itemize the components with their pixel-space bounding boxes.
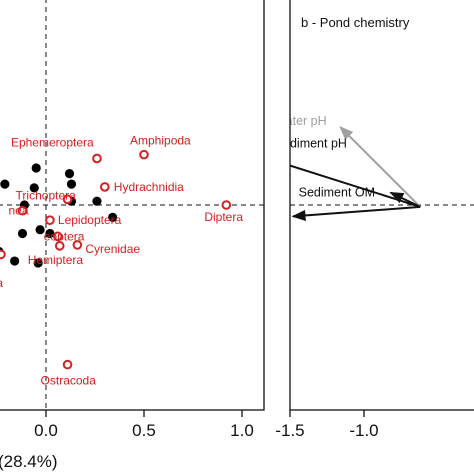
taxon-point-ephemeroptera	[92, 153, 102, 164]
taxon-label-amphipoda: Amphipoda	[130, 134, 191, 148]
site-point-1	[31, 163, 41, 173]
taxon-point-lepidoptera	[45, 215, 55, 225]
vector-arrow-water-ph	[339, 126, 421, 208]
panel-b-title: b - Pond chemistry	[301, 15, 410, 30]
taxon-label-hydrachnidia: Hydrachnidia	[114, 180, 184, 194]
panel-a-x-axis-label: (28.4%)	[0, 452, 58, 471]
site-point-11	[17, 228, 28, 239]
vector-arrow-soil-ph	[291, 205, 421, 222]
site-point-8	[108, 212, 118, 222]
site-point-13	[10, 256, 20, 266]
taxon-label-eoptera: eoptera	[44, 229, 85, 243]
panel-a-plot-area: Amphipoda Ephemeroptera Hydrachnidia Tricho…	[0, 0, 264, 410]
taxon-label-ephemeroptera: Ephemeroptera	[11, 135, 94, 149]
taxon-label-hemiptera: Hemiptera	[28, 253, 84, 267]
panel-a-ordination: Amphipoda Ephemeroptera Hydrachnidia Tricho…	[0, 0, 265, 471]
site-point-15	[0, 179, 10, 189]
taxon-point-nea	[17, 205, 28, 216]
site-point-6	[92, 196, 102, 206]
panel-a-frame	[0, 0, 265, 411]
taxon-label-cyrenidae: Cyrenidae	[85, 242, 140, 256]
site-point-10	[45, 228, 55, 239]
taxon-point-hemiptera	[54, 241, 65, 251]
panel-b-x-ticks: -1.5 -1.0	[275, 410, 379, 440]
site-point-4	[29, 183, 39, 193]
panel-b-tick-label-1-5: -1.5	[275, 421, 304, 440]
panel-a-reference-lines	[0, 0, 264, 410]
panel-a-tick-label-0-5: 0.5	[132, 421, 156, 440]
site-point-14	[33, 258, 43, 268]
panel-b-tick-label-1-0: -1.0	[349, 421, 378, 440]
site-point-3	[66, 179, 77, 189]
panel-b-frame	[289, 0, 474, 411]
panel-a-taxon-points: Amphipoda Ephemeroptera Hydrachnidia Tricho…	[0, 134, 243, 388]
vector-label-sediment-ph: Sediment pH	[275, 136, 347, 150]
vector-label-sediment-om: Sediment OM	[299, 186, 375, 200]
taxon-label-nea: nea	[8, 204, 28, 218]
taxon-label-oda: oda	[0, 276, 3, 290]
taxon-point-hydrachnidia	[100, 182, 110, 192]
vector-label-water-ph: Water pH	[274, 114, 326, 128]
panel-a-tick-label-1-0: 1.0	[230, 421, 254, 440]
site-point-2	[64, 169, 75, 179]
taxon-point-ostracoda	[62, 359, 73, 370]
taxon-point-cyrenidae	[72, 240, 83, 250]
panel-a-x-ticks: 0.0 0.5 1.0	[34, 410, 254, 440]
panel-a-site-points	[0, 163, 118, 268]
taxon-label-trichoptera: Trichoptera	[16, 188, 77, 202]
taxon-label-lepidoptera: Lepidoptera	[58, 213, 122, 227]
taxon-point-eoptera	[52, 231, 63, 242]
taxon-label-diptera: Diptera	[204, 210, 243, 224]
taxon-point-trichoptera	[62, 194, 73, 205]
panel-a-tick-label-0-0: 0.0	[34, 421, 58, 440]
taxon-point-unlabeled-11	[0, 249, 6, 260]
vector-arrow-sediment-om	[389, 191, 421, 208]
site-point-9	[35, 225, 45, 235]
taxon-point-amphipoda	[139, 149, 149, 160]
taxon-label-ostracoda: Ostracoda	[41, 374, 97, 388]
taxon-point-diptera	[221, 200, 232, 210]
